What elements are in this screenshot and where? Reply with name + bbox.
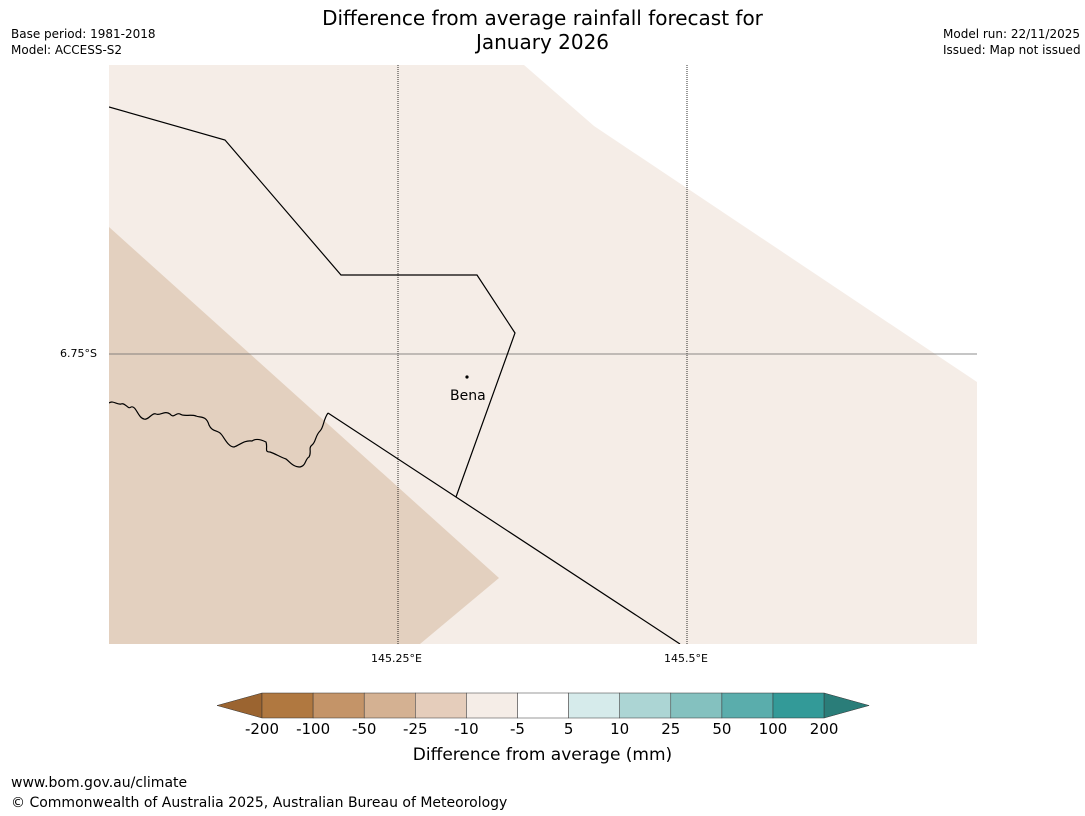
province-boundary	[109, 106, 516, 498]
footer-url[interactable]: www.bom.gov.au/climate	[11, 775, 188, 791]
colorbar-segment	[517, 692, 569, 719]
place-label-bena: Bena	[450, 388, 486, 404]
colorbar-segment	[568, 692, 620, 719]
map-title-line1: Difference from average rainfall forecas…	[322, 6, 763, 30]
map-title-line2: January 2026	[475, 30, 610, 54]
model-run: Model run: 22/11/2025	[943, 27, 1081, 41]
colorbar-segment	[772, 692, 825, 719]
issued-status: Issued: Map not issued	[943, 43, 1081, 57]
latitude-label: 6.75°S	[60, 347, 97, 360]
model-name: Model: ACCESS-S2	[11, 43, 123, 57]
colorbar-tick-label: 5	[563, 720, 574, 738]
footer-copyright: © Commonwealth of Australia 2025, Austra…	[11, 795, 508, 811]
rainfall-white-region	[524, 65, 977, 382]
longitude-label-145-5: 145.5°E	[664, 652, 708, 665]
colorbar-tick-label: 25	[661, 720, 681, 738]
colorbar-segment	[619, 692, 672, 719]
colorbar-segment	[415, 692, 467, 719]
bena-location-marker	[465, 375, 469, 379]
meta-right: Model run: 22/11/2025 Issued: Map not is…	[943, 26, 1081, 58]
colorbar-extend-high	[823, 692, 871, 719]
rainfall-brown-region	[109, 227, 499, 644]
colorbar-tick-label: -50	[351, 720, 377, 738]
colorbar-tick-label: -200	[244, 720, 280, 738]
colorbar-tick-label: -25	[403, 720, 428, 738]
colorbar-tick-label: -10	[454, 720, 479, 738]
colorbar-tick-labels: -200 -100 -50 -25 -10 -5 5 10 25 50 100 200	[0, 720, 1085, 740]
colorbar-tick-label: 100	[758, 720, 788, 738]
colorbar-tick-label: -100	[296, 720, 331, 738]
colorbar-tick-label: 200	[809, 720, 839, 738]
colorbar-tick-label: -5	[510, 720, 525, 738]
longitude-label-145-25: 145.25°E	[371, 652, 422, 665]
coastline	[109, 401, 329, 468]
colorbar-segment	[670, 692, 723, 719]
colorbar-segment	[312, 692, 365, 719]
province-boundary-south	[327, 412, 681, 644]
colorbar-segment	[721, 692, 774, 719]
colorbar-tick-label: 50	[712, 720, 732, 738]
colorbar-tick-label: 10	[610, 720, 630, 738]
map-title: Difference from average rainfall forecas…	[0, 6, 1085, 54]
colorbar-label: Difference from average (mm)	[412, 745, 673, 765]
colorbar-segment	[363, 692, 416, 719]
colorbar-extend-low	[216, 692, 263, 719]
colorbar-segment	[466, 692, 518, 719]
base-period: Base period: 1981-2018	[11, 27, 156, 41]
meta-left: Base period: 1981-2018 Model: ACCESS-S2	[11, 26, 156, 58]
colorbar-segment	[261, 692, 314, 719]
